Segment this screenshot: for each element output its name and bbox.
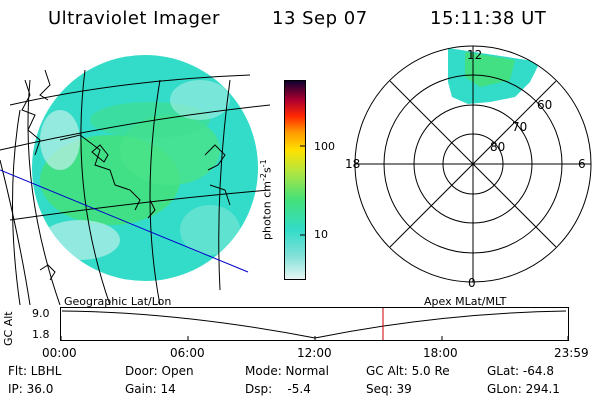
polar-aurora-patch xyxy=(448,48,540,104)
apex-title: Apex MLat/MLT xyxy=(424,295,507,308)
mlat-70-label: 70 xyxy=(512,120,528,134)
satellite-track xyxy=(0,169,249,273)
coastline xyxy=(21,69,231,281)
colorbar xyxy=(284,80,306,280)
altitude-timeline xyxy=(60,307,569,341)
ytick-9: 9.0 xyxy=(32,307,50,320)
mlt-0-label: 0 xyxy=(468,276,476,290)
xtick-1800: 18:00 xyxy=(423,346,458,360)
mlt-18-label: 18 xyxy=(345,157,361,171)
mlt-6-label: 6 xyxy=(578,157,586,171)
time-label: 15:11:38 UT xyxy=(430,8,547,29)
geographic-title: Geographic Lat/Lon xyxy=(64,295,172,308)
status-mode: Mode: Normal xyxy=(245,364,329,378)
mlat-60-label: 60 xyxy=(537,98,553,112)
status-filter: Flt: LBHL xyxy=(8,364,62,378)
xtick-2359: 23:59 xyxy=(554,346,589,360)
date-label: 13 Sep 07 xyxy=(272,8,368,29)
instrument-title: Ultraviolet Imager xyxy=(48,8,220,29)
colorbar-tick-10: 10 xyxy=(314,228,328,241)
status-door: Door: Open xyxy=(125,364,194,378)
xtick-1200: 12:00 xyxy=(297,346,332,360)
altitude-curve xyxy=(61,310,567,339)
xtick-0000: 00:00 xyxy=(42,346,77,360)
status-ip: IP: 36.0 xyxy=(8,382,54,396)
geo-grid xyxy=(0,69,270,305)
status-seq: Seq: 39 xyxy=(366,382,412,396)
mlat-80-label: 80 xyxy=(490,140,506,154)
status-glon: GLon: 294.1 xyxy=(487,382,560,396)
ytick-1-8: 1.8 xyxy=(32,328,50,341)
mlt-12-label: 12 xyxy=(467,48,483,62)
polar-mlat-mlt-plot xyxy=(354,45,592,283)
colorbar-unit-label: photon cm-2s-1 xyxy=(259,159,274,240)
polar-grid xyxy=(354,45,592,283)
colorbar-tick-100: 100 xyxy=(314,140,335,153)
geographic-image-panel xyxy=(0,55,270,305)
status-gc-alt: GC Alt: 5.0 Re xyxy=(366,364,450,378)
gc-alt-axis-label: GC Alt xyxy=(2,311,15,346)
status-glat: GLat: -64.8 xyxy=(487,364,554,378)
xtick-0600: 06:00 xyxy=(170,346,205,360)
status-gain: Gain: 14 xyxy=(125,382,176,396)
time-ticks xyxy=(60,336,569,341)
status-dsp: Dsp: -5.4 xyxy=(245,382,311,396)
